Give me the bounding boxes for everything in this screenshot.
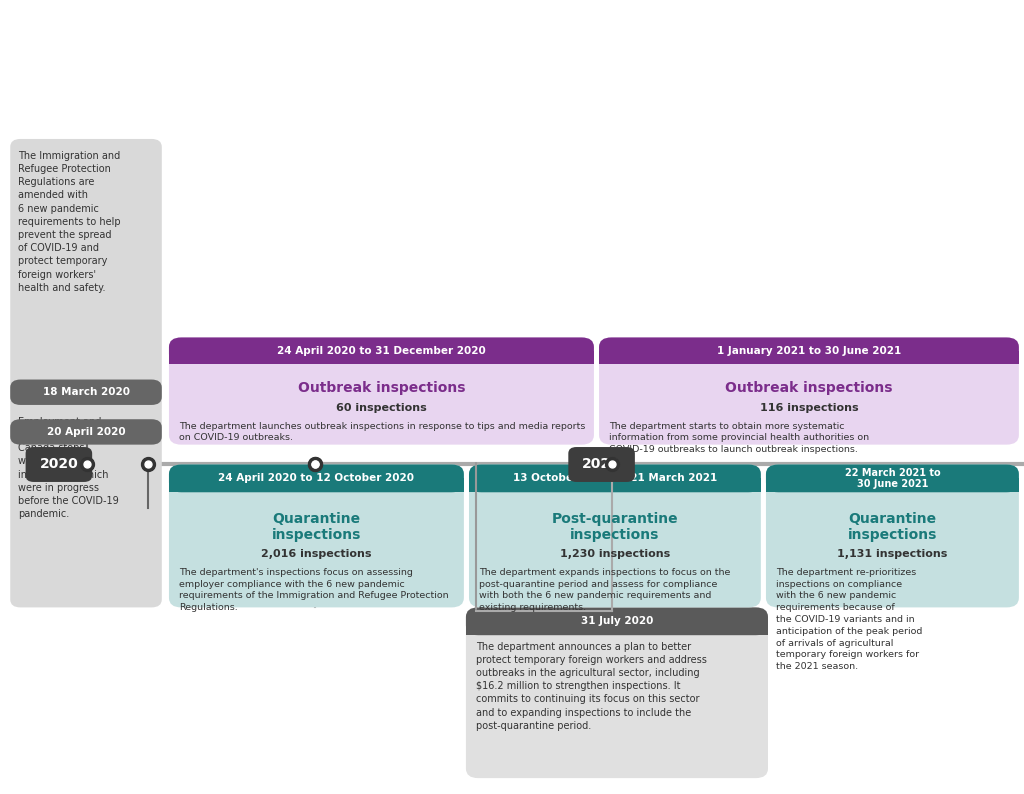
FancyBboxPatch shape bbox=[466, 607, 768, 778]
Text: The department starts to obtain more systematic
information from some provincial: The department starts to obtain more sys… bbox=[609, 422, 869, 454]
Bar bbox=[169, 351, 594, 364]
Text: 31 July 2020: 31 July 2020 bbox=[581, 616, 653, 626]
Text: Outbreak inspections: Outbreak inspections bbox=[298, 381, 465, 395]
Text: 2020: 2020 bbox=[40, 457, 78, 472]
Text: Outbreak inspections: Outbreak inspections bbox=[725, 381, 893, 395]
FancyBboxPatch shape bbox=[766, 464, 1019, 492]
FancyBboxPatch shape bbox=[599, 337, 1019, 445]
FancyBboxPatch shape bbox=[766, 464, 1019, 607]
Bar bbox=[466, 622, 768, 635]
Text: The department launches outbreak inspections in response to tips and media repor: The department launches outbreak inspect… bbox=[179, 422, 586, 442]
FancyBboxPatch shape bbox=[466, 607, 768, 635]
Text: 20 April 2020: 20 April 2020 bbox=[47, 427, 125, 437]
Text: 60 inspections: 60 inspections bbox=[336, 403, 427, 414]
Text: 2021: 2021 bbox=[583, 457, 621, 472]
Text: The Immigration and
Refugee Protection
Regulations are
amended with
6 new pandem: The Immigration and Refugee Protection R… bbox=[18, 151, 121, 293]
FancyBboxPatch shape bbox=[568, 447, 635, 482]
FancyBboxPatch shape bbox=[169, 337, 594, 445]
FancyBboxPatch shape bbox=[169, 337, 594, 364]
Text: The department expands inspections to focus on the
post-quarantine period and as: The department expands inspections to fo… bbox=[479, 568, 730, 612]
FancyBboxPatch shape bbox=[10, 405, 162, 607]
Text: 116 inspections: 116 inspections bbox=[760, 403, 858, 414]
Text: Quarantine
inspections: Quarantine inspections bbox=[271, 512, 361, 542]
FancyBboxPatch shape bbox=[469, 464, 761, 492]
Text: Quarantine
inspections: Quarantine inspections bbox=[848, 512, 937, 542]
Bar bbox=[169, 478, 464, 492]
Text: The department's inspections focus on assessing
employer compliance with the 6 n: The department's inspections focus on as… bbox=[179, 568, 449, 612]
FancyBboxPatch shape bbox=[599, 337, 1019, 364]
Text: 24 April 2020 to 31 December 2020: 24 April 2020 to 31 December 2020 bbox=[278, 345, 485, 356]
Text: 1,230 inspections: 1,230 inspections bbox=[560, 549, 670, 560]
Text: 2,016 inspections: 2,016 inspections bbox=[261, 549, 372, 560]
Bar bbox=[469, 478, 761, 492]
Text: 1,131 inspections: 1,131 inspections bbox=[838, 549, 947, 560]
FancyBboxPatch shape bbox=[169, 464, 464, 607]
FancyBboxPatch shape bbox=[10, 419, 162, 445]
FancyBboxPatch shape bbox=[169, 464, 464, 492]
Bar bbox=[599, 351, 1019, 364]
FancyBboxPatch shape bbox=[469, 464, 761, 607]
FancyBboxPatch shape bbox=[10, 380, 162, 405]
Text: 1 January 2021 to 30 June 2021: 1 January 2021 to 30 June 2021 bbox=[717, 345, 901, 356]
Text: 24 April 2020 to 12 October 2020: 24 April 2020 to 12 October 2020 bbox=[218, 473, 415, 484]
Text: Employment and
Social Development
Canada stops
work on 1,000
inspections, which
: Employment and Social Development Canada… bbox=[18, 417, 119, 519]
Text: 13 October 2020 to 21 March 2021: 13 October 2020 to 21 March 2021 bbox=[513, 473, 717, 484]
Text: The department re-prioritizes
inspections on compliance
with the 6 new pandemic
: The department re-prioritizes inspection… bbox=[776, 568, 923, 671]
FancyBboxPatch shape bbox=[26, 447, 92, 482]
FancyBboxPatch shape bbox=[10, 139, 162, 417]
Text: Post-quarantine
inspections: Post-quarantine inspections bbox=[552, 512, 678, 542]
Text: 18 March 2020: 18 March 2020 bbox=[43, 387, 129, 397]
Text: 22 March 2021 to
30 June 2021: 22 March 2021 to 30 June 2021 bbox=[845, 468, 940, 489]
Text: The department announces a plan to better
protect temporary foreign workers and : The department announces a plan to bette… bbox=[476, 642, 707, 730]
Bar bbox=[766, 478, 1019, 492]
